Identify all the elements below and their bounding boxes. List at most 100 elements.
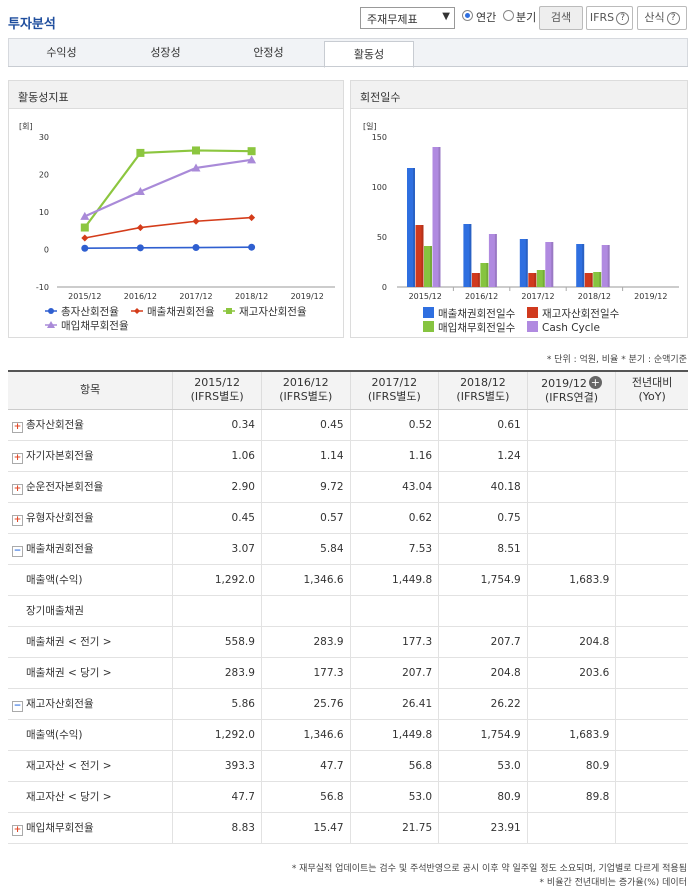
value-cell: 1,449.8 [349, 719, 439, 751]
expand-icon[interactable]: + [12, 452, 23, 464]
value-cell [260, 595, 351, 627]
column-header-2018: 2018/12 (IFRS별도) [438, 370, 528, 410]
legend-label: 매입채무회전율 [61, 319, 129, 332]
bar-shade [494, 234, 497, 287]
value-cell: 80.9 [526, 750, 616, 782]
series-line [84, 246, 252, 250]
value-cell: 43.04 [349, 471, 439, 503]
table-row: + 순운전자본회전율 2.90 9.72 43.04 40.18 [8, 471, 688, 503]
legend-marker [134, 308, 140, 314]
value-cell: 1,683.9 [526, 719, 616, 751]
y-tick-label: 0 [44, 246, 49, 255]
column-header-basis: (IFRS별도) [190, 390, 244, 404]
table-row: 매출액(수익) 1,292.0 1,346.6 1,449.8 1,754.9 1,683… [8, 564, 688, 596]
y-tick-label: 10 [39, 208, 49, 217]
row-label: 재고자산 < 당기 > [26, 791, 112, 803]
bar [415, 225, 424, 287]
activity-ratio-chart-panel: 활동성지표 [회] 30 20 10 0 -10 2015/12 2016/12 2017/12… [8, 80, 344, 338]
row-label: 매출채권 < 당기 > [26, 667, 112, 679]
collapse-icon[interactable]: − [12, 545, 23, 557]
data-point [135, 186, 145, 195]
radio-quarter[interactable] [503, 10, 514, 21]
add-column-icon[interactable]: + [588, 375, 602, 389]
unit-note: * 단위 : 억원, 비율 * 분기 : 순액기준 [546, 355, 687, 365]
ifrs-button-label: IFRS [589, 11, 615, 24]
value-cell: 47.7 [172, 781, 262, 813]
row-label: 매출채권회전율 [26, 542, 94, 555]
legend-label: 매출채권회전일수 [438, 307, 516, 320]
legend-swatch [423, 321, 434, 332]
row-label-cell[interactable]: + 매입채무회전율 [8, 812, 173, 844]
tab-stability[interactable]: 안정성 [253, 46, 284, 59]
tab-profitability[interactable]: 수익성 [46, 46, 77, 59]
bar-shade [469, 224, 472, 287]
column-header-2015: 2015/12 (IFRS별도) [172, 370, 262, 410]
column-header-year: 2019/12 [541, 376, 587, 390]
tab-activity[interactable]: 활동성 [324, 41, 414, 68]
row-label-cell[interactable]: + 유형자산회전율 [8, 502, 173, 534]
value-cell: 47.7 [260, 750, 351, 782]
value-cell [172, 595, 262, 627]
table-row: 매출채권 < 전기 > 558.9 283.9 177.3 207.7 204.8 [8, 626, 688, 658]
formula-help-button[interactable]: 산식? [637, 6, 687, 30]
collapse-icon[interactable]: − [12, 700, 23, 712]
column-header-year: 2017/12 [371, 376, 418, 390]
expand-icon[interactable]: + [12, 483, 23, 495]
y-tick-label: 100 [372, 183, 387, 192]
value-cell [615, 657, 688, 689]
value-cell: 558.9 [172, 626, 262, 658]
expand-icon[interactable]: + [12, 421, 23, 433]
value-cell [615, 626, 688, 658]
y-tick-label: 150 [372, 133, 387, 142]
y-tick-label: 0 [382, 283, 387, 292]
value-cell: 0.75 [438, 502, 528, 534]
tab-growth[interactable]: 성장성 [150, 46, 181, 59]
radio-quarter-label[interactable]: 분기 [516, 11, 537, 24]
row-label: 순운전자본회전율 [26, 480, 104, 493]
statement-select-value: 주재무제표 [367, 13, 418, 26]
row-label-cell[interactable]: + 순운전자본회전율 [8, 471, 173, 503]
row-label-cell[interactable]: − 매출채권회전율 [8, 533, 173, 565]
expand-icon[interactable]: + [12, 514, 23, 526]
bar [536, 270, 545, 287]
column-header-2017: 2017/12 (IFRS별도) [349, 370, 439, 410]
table-row: + 매입채무회전율 8.83 15.47 21.75 23.91 [8, 812, 688, 844]
value-cell: 21.75 [349, 812, 439, 844]
value-cell [526, 471, 616, 503]
row-label: 매출액(수익) [26, 574, 83, 586]
value-cell: 40.18 [438, 471, 528, 503]
value-cell: 177.3 [349, 626, 439, 658]
row-label-cell: 매출액(수익) [8, 719, 173, 751]
row-label-cell[interactable]: + 총자산회전율 [8, 409, 173, 441]
bar-shade [525, 239, 528, 287]
data-point [136, 148, 145, 157]
row-label-cell[interactable]: + 자기자본회전율 [8, 440, 173, 472]
data-point [136, 224, 144, 232]
x-tick-label: 2016/12 [465, 292, 498, 301]
value-cell [615, 781, 688, 813]
column-header-yoy: 전년대비 (YoY) [615, 370, 688, 410]
ifrs-help-button[interactable]: IFRS? [586, 6, 633, 30]
value-cell: 1.06 [172, 440, 262, 472]
value-cell: 8.83 [172, 812, 262, 844]
expand-icon[interactable]: + [12, 824, 23, 836]
column-header-basis: (IFRS별도) [367, 390, 421, 404]
value-cell [615, 533, 688, 565]
statement-select[interactable]: 주재무제표 ▼ [360, 7, 455, 29]
value-cell [526, 688, 616, 720]
legend-swatch [527, 307, 538, 318]
value-cell: 80.9 [438, 781, 528, 813]
radio-annual[interactable] [462, 10, 473, 21]
data-point [81, 234, 89, 242]
value-cell: 26.41 [349, 688, 439, 720]
row-label-cell[interactable]: − 재고자산회전율 [8, 688, 173, 720]
search-button[interactable]: 검색 [539, 6, 583, 30]
row-label: 매출채권 < 전기 > [26, 636, 112, 648]
column-header-basis: (IFRS연결) [545, 390, 599, 404]
bar-shade [477, 273, 480, 287]
x-tick-label: 2018/12 [578, 292, 611, 301]
radio-annual-label[interactable]: 연간 [476, 11, 497, 24]
top-bar: 투자분석 주재무제표 ▼ 연간 분기 검색 IFRS? 산식? [0, 0, 695, 38]
value-cell: 0.45 [172, 502, 262, 534]
value-cell: 0.34 [172, 409, 262, 441]
